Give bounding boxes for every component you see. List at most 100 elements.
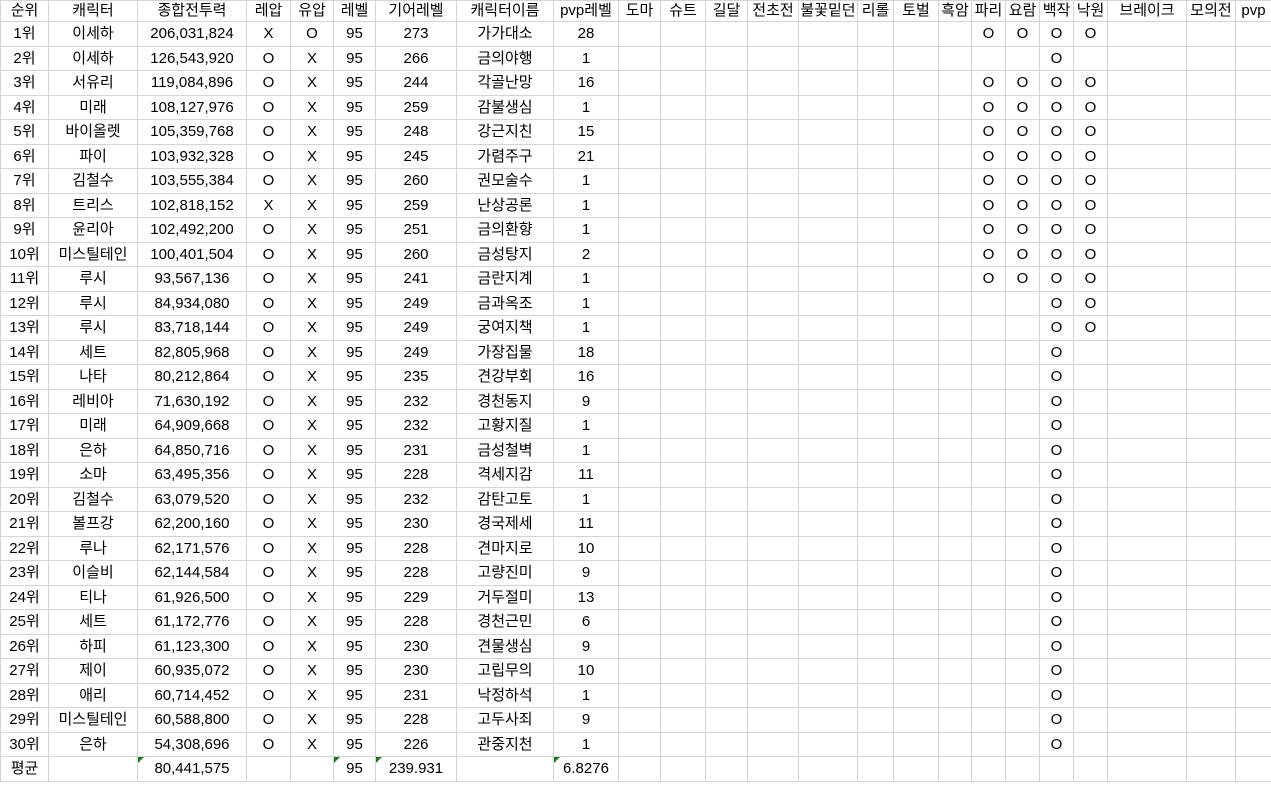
average-cell-mock[interactable] (1186, 756, 1236, 782)
cell-doma[interactable] (618, 339, 661, 365)
cell-shoot[interactable] (660, 339, 706, 365)
table-row[interactable]: 16위 레비아 71,630,192 O X 95 232 경천동지 9 O (0, 388, 1271, 414)
cell-power[interactable]: 105,359,768 (137, 119, 247, 145)
cell-heukam[interactable] (938, 707, 972, 733)
cell-yoram[interactable] (1005, 315, 1040, 341)
cell-jeoncho[interactable] (747, 119, 799, 145)
average-cell-tobeol[interactable] (893, 756, 939, 782)
table-row[interactable]: 13위 루시 83,718,144 O X 95 249 궁여지책 1 O O (0, 315, 1271, 341)
cell-heukam[interactable] (938, 241, 972, 267)
table-row[interactable]: 8위 트리스 102,818,152 X X 95 259 난상공론 1 O O O O (0, 192, 1271, 218)
column-header-pari[interactable]: 파리 (971, 0, 1006, 22)
cell-pvplv[interactable]: 11 (553, 511, 619, 537)
cell-pvplv[interactable]: 9 (553, 560, 619, 586)
cell-power[interactable]: 206,031,824 (137, 21, 247, 47)
cell-gildal[interactable] (705, 192, 748, 218)
cell-yoram[interactable] (1005, 290, 1040, 316)
cell-pvplv[interactable]: 16 (553, 364, 619, 390)
average-cell-gear[interactable]: 239.931 (375, 756, 457, 782)
cell-bulkkot[interactable] (798, 511, 858, 537)
cell-gear[interactable]: 241 (375, 266, 457, 292)
cell-break[interactable] (1107, 143, 1187, 169)
cell-tobeol[interactable] (893, 413, 939, 439)
cell-tobeol[interactable] (893, 192, 939, 218)
cell-gear[interactable]: 231 (375, 437, 457, 463)
cell-pvplv[interactable]: 1 (553, 217, 619, 243)
cell-nagwon[interactable]: O (1073, 192, 1108, 218)
cell-pvp[interactable] (1235, 315, 1271, 341)
cell-power[interactable]: 83,718,144 (137, 315, 247, 341)
cell-gear[interactable]: 251 (375, 217, 457, 243)
cell-character[interactable]: 이세하 (48, 21, 138, 47)
cell-riroll[interactable] (857, 511, 894, 537)
cell-gear[interactable]: 226 (375, 731, 457, 757)
cell-mock[interactable] (1186, 290, 1236, 316)
cell-baekjak[interactable]: O (1039, 682, 1074, 708)
cell-rank[interactable]: 8위 (0, 192, 49, 218)
cell-nagwon[interactable]: O (1073, 290, 1108, 316)
cell-gear[interactable]: 249 (375, 315, 457, 341)
cell-tobeol[interactable] (893, 21, 939, 47)
cell-nagwon[interactable] (1073, 633, 1108, 659)
cell-lep[interactable]: O (246, 143, 291, 169)
cell-riroll[interactable] (857, 119, 894, 145)
cell-power[interactable]: 100,401,504 (137, 241, 247, 267)
cell-pvplv[interactable]: 10 (553, 658, 619, 684)
cell-power[interactable]: 103,555,384 (137, 168, 247, 194)
cell-shoot[interactable] (660, 143, 706, 169)
table-row[interactable]: 20위 김철수 63,079,520 O X 95 232 감탄고토 1 O (0, 486, 1271, 512)
cell-nagwon[interactable]: O (1073, 143, 1108, 169)
cell-yup[interactable]: X (290, 192, 334, 218)
cell-nagwon[interactable]: O (1073, 266, 1108, 292)
cell-gear[interactable]: 266 (375, 45, 457, 71)
cell-mock[interactable] (1186, 119, 1236, 145)
cell-rank[interactable]: 19위 (0, 462, 49, 488)
cell-rank[interactable]: 26위 (0, 633, 49, 659)
cell-pvplv[interactable]: 1 (553, 731, 619, 757)
cell-heukam[interactable] (938, 560, 972, 586)
cell-bulkkot[interactable] (798, 584, 858, 610)
cell-yup[interactable]: X (290, 609, 334, 635)
average-cell-yoram[interactable] (1005, 756, 1040, 782)
cell-pvp[interactable] (1235, 119, 1271, 145)
cell-shoot[interactable] (660, 707, 706, 733)
cell-power[interactable]: 80,212,864 (137, 364, 247, 390)
cell-lep[interactable]: O (246, 682, 291, 708)
cell-bulkkot[interactable] (798, 437, 858, 463)
cell-mock[interactable] (1186, 339, 1236, 365)
cell-tobeol[interactable] (893, 388, 939, 414)
cell-power[interactable]: 54,308,696 (137, 731, 247, 757)
cell-tobeol[interactable] (893, 731, 939, 757)
table-row[interactable]: 1위 이세하 206,031,824 X O 95 273 가가대소 28 O O O O (0, 21, 1271, 47)
cell-mock[interactable] (1186, 731, 1236, 757)
cell-lep[interactable]: X (246, 21, 291, 47)
cell-name[interactable]: 견강부회 (456, 364, 554, 390)
cell-pvp[interactable] (1235, 584, 1271, 610)
cell-tobeol[interactable] (893, 364, 939, 390)
cell-character[interactable]: 윤리아 (48, 217, 138, 243)
cell-mock[interactable] (1186, 560, 1236, 586)
cell-yoram[interactable]: O (1005, 94, 1040, 120)
cell-character[interactable]: 김철수 (48, 168, 138, 194)
cell-yoram[interactable] (1005, 682, 1040, 708)
cell-nagwon[interactable] (1073, 388, 1108, 414)
cell-mock[interactable] (1186, 584, 1236, 610)
cell-heukam[interactable] (938, 290, 972, 316)
cell-level[interactable]: 95 (333, 364, 376, 390)
cell-jeoncho[interactable] (747, 168, 799, 194)
cell-gildal[interactable] (705, 609, 748, 635)
cell-break[interactable] (1107, 707, 1187, 733)
cell-pvplv[interactable]: 9 (553, 707, 619, 733)
cell-baekjak[interactable]: O (1039, 486, 1074, 512)
cell-mock[interactable] (1186, 707, 1236, 733)
cell-bulkkot[interactable] (798, 462, 858, 488)
cell-pvp[interactable] (1235, 609, 1271, 635)
cell-doma[interactable] (618, 486, 661, 512)
cell-pari[interactable] (971, 486, 1006, 512)
cell-pari[interactable]: O (971, 94, 1006, 120)
cell-doma[interactable] (618, 437, 661, 463)
cell-character[interactable]: 세트 (48, 339, 138, 365)
table-row[interactable]: 24위 티나 61,926,500 O X 95 229 거두절미 13 O (0, 584, 1271, 610)
cell-nagwon[interactable] (1073, 462, 1108, 488)
cell-nagwon[interactable] (1073, 609, 1108, 635)
